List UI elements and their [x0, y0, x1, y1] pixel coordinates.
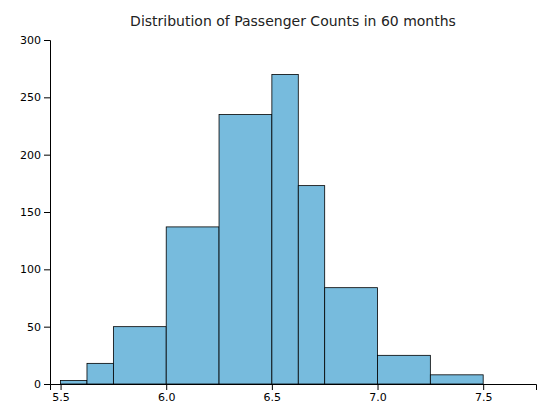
y-tick: 150: [20, 206, 50, 219]
y-axis: 0 50 100 150 200 250 300: [20, 34, 51, 391]
y-tick-mark: [44, 327, 50, 328]
x-tick-label: 7.0: [369, 391, 387, 404]
x-tick-mark: [272, 384, 273, 390]
x-axis: 5.5 6.0 6.5 7.0 7.5: [51, 384, 537, 404]
x-tick-mark: [378, 384, 379, 390]
y-tick-mark: [44, 155, 50, 156]
y-tick: 250: [20, 91, 50, 104]
y-tick-label: 150: [20, 206, 41, 219]
bar: [219, 115, 272, 384]
y-tick-mark: [44, 269, 50, 270]
x-tick: 7.0: [369, 384, 387, 404]
chart: 5.5 6.0 6.5 7.0 7.5 0 50 100 150 200 250 300 Distrib…: [0, 0, 560, 420]
bar: [87, 363, 113, 384]
x-tick-label: 6.5: [264, 391, 282, 404]
y-tick-label: 250: [20, 91, 41, 104]
title: Distribution of Passenger Counts in 60 m…: [130, 13, 456, 29]
y-tick-label: 200: [20, 149, 41, 162]
y-tick: 50: [27, 321, 50, 334]
bar: [113, 327, 166, 384]
y-tick-mark: [44, 40, 50, 41]
bar: [61, 381, 87, 384]
x-tick: 6.0: [158, 384, 176, 404]
plot: 5.5 6.0 6.5 7.0 7.5 0 50 100 150 200 250 300: [20, 34, 537, 404]
y-tick-label: 300: [20, 34, 41, 47]
x-tick: 5.5: [52, 384, 70, 404]
x-tick-mark: [61, 384, 62, 390]
bar: [272, 74, 298, 384]
bar: [483, 384, 536, 385]
y-tick-mark: [44, 212, 50, 213]
y-tick-label: 50: [27, 321, 41, 334]
x-tick-mark: [483, 384, 484, 390]
y-tick: 200: [20, 149, 50, 162]
x-tick-mark: [166, 384, 167, 390]
bars: [61, 74, 484, 384]
x-tick-label: 5.5: [52, 391, 70, 404]
x-axis-line: [51, 385, 537, 391]
y-tick-mark: [44, 97, 50, 98]
x-tick: 6.5: [264, 384, 282, 404]
x-tick-label: 6.0: [158, 391, 176, 404]
x-tick-label: 7.5: [475, 391, 493, 404]
y-tick: 0: [34, 378, 50, 391]
bar: [166, 227, 219, 384]
y-tick: 100: [20, 263, 50, 276]
y-tick-label: 100: [20, 263, 41, 276]
bar: [298, 186, 324, 384]
y-tick-mark: [44, 384, 50, 385]
bar: [325, 288, 378, 384]
bar: [430, 375, 483, 384]
y-tick: 300: [20, 34, 50, 47]
y-axis-line: [44, 41, 51, 385]
y-tick-label: 0: [34, 378, 41, 391]
bar: [378, 355, 431, 384]
x-tick: 7.5: [475, 384, 493, 404]
